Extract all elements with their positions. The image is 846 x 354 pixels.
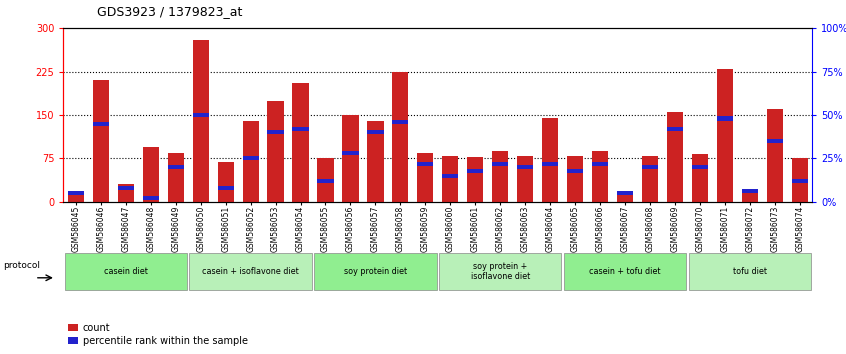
Text: protocol: protocol bbox=[3, 261, 40, 270]
Legend: count, percentile rank within the sample: count, percentile rank within the sample bbox=[69, 323, 248, 346]
Bar bbox=[317, 179, 333, 183]
Bar bbox=[343, 151, 359, 155]
FancyBboxPatch shape bbox=[439, 253, 562, 290]
Bar bbox=[243, 156, 259, 160]
Bar bbox=[517, 165, 533, 169]
Bar bbox=[367, 121, 383, 202]
Bar bbox=[567, 169, 583, 173]
Bar bbox=[467, 169, 483, 173]
Bar bbox=[118, 186, 134, 190]
Bar bbox=[642, 155, 658, 202]
Bar bbox=[267, 130, 283, 135]
Bar bbox=[93, 80, 109, 202]
Bar bbox=[517, 155, 533, 202]
Bar bbox=[143, 147, 159, 202]
Bar bbox=[293, 127, 309, 131]
Bar bbox=[667, 112, 683, 202]
Bar bbox=[617, 193, 633, 202]
Bar bbox=[343, 115, 359, 202]
Bar bbox=[367, 130, 383, 135]
FancyBboxPatch shape bbox=[314, 253, 437, 290]
Bar bbox=[742, 192, 758, 202]
Bar bbox=[68, 191, 84, 195]
Bar bbox=[792, 159, 808, 202]
Bar bbox=[766, 139, 783, 143]
Bar bbox=[417, 161, 433, 166]
Text: casein + tofu diet: casein + tofu diet bbox=[589, 267, 661, 276]
Bar bbox=[742, 189, 758, 193]
Text: GDS3923 / 1379823_at: GDS3923 / 1379823_at bbox=[97, 5, 243, 18]
Bar bbox=[243, 121, 259, 202]
Bar bbox=[217, 186, 233, 190]
Bar bbox=[717, 69, 733, 202]
Bar bbox=[267, 101, 283, 202]
FancyBboxPatch shape bbox=[64, 253, 187, 290]
Bar bbox=[293, 83, 309, 202]
Bar bbox=[193, 40, 209, 202]
Bar bbox=[317, 159, 333, 202]
Bar bbox=[467, 157, 483, 202]
Bar bbox=[617, 191, 633, 195]
Bar bbox=[93, 122, 109, 126]
Bar bbox=[717, 116, 733, 121]
Text: casein diet: casein diet bbox=[104, 267, 148, 276]
Bar bbox=[442, 155, 459, 202]
Bar bbox=[118, 184, 134, 202]
Text: casein + isoflavone diet: casein + isoflavone diet bbox=[202, 267, 299, 276]
Bar bbox=[168, 165, 184, 169]
Bar bbox=[667, 127, 683, 131]
Bar bbox=[542, 161, 558, 166]
Text: soy protein +
isoflavone diet: soy protein + isoflavone diet bbox=[470, 262, 530, 281]
Bar bbox=[417, 153, 433, 202]
Bar bbox=[442, 174, 459, 178]
FancyBboxPatch shape bbox=[563, 253, 686, 290]
Bar bbox=[492, 151, 508, 202]
FancyBboxPatch shape bbox=[190, 253, 312, 290]
Bar bbox=[393, 120, 409, 124]
Bar bbox=[393, 72, 409, 202]
Bar bbox=[592, 151, 608, 202]
FancyBboxPatch shape bbox=[689, 253, 811, 290]
Text: soy protein diet: soy protein diet bbox=[343, 267, 407, 276]
Bar bbox=[143, 196, 159, 200]
Bar bbox=[692, 165, 708, 169]
Bar bbox=[642, 165, 658, 169]
Text: tofu diet: tofu diet bbox=[733, 267, 766, 276]
Bar bbox=[567, 155, 583, 202]
Bar bbox=[766, 109, 783, 202]
Bar bbox=[492, 161, 508, 166]
Bar bbox=[692, 154, 708, 202]
Bar bbox=[217, 162, 233, 202]
Bar bbox=[193, 113, 209, 117]
Bar bbox=[168, 153, 184, 202]
Bar bbox=[792, 179, 808, 183]
Bar bbox=[592, 161, 608, 166]
Bar bbox=[68, 193, 84, 202]
Bar bbox=[542, 118, 558, 202]
